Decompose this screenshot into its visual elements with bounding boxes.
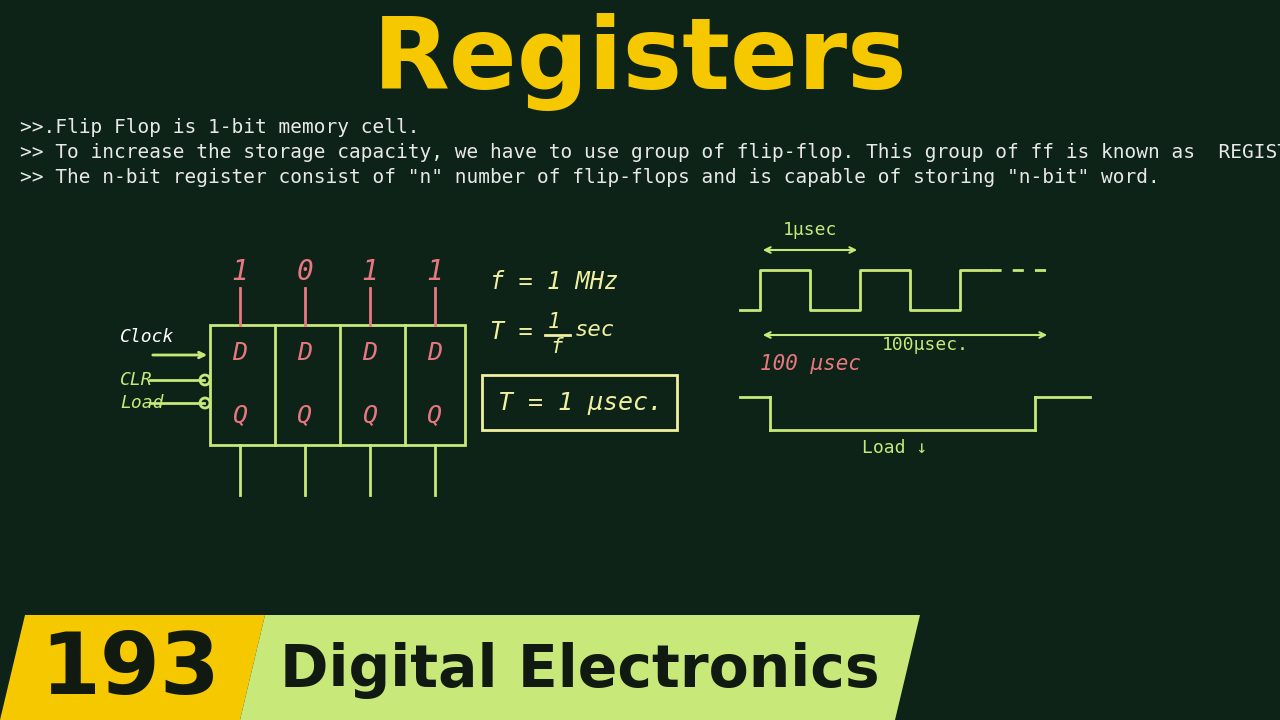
Text: T = 1 μsec.: T = 1 μsec. — [498, 391, 663, 415]
Text: 1: 1 — [362, 258, 379, 286]
Text: 0: 0 — [297, 258, 314, 286]
Text: f = 1 MHz: f = 1 MHz — [490, 270, 618, 294]
Text: 193: 193 — [40, 629, 220, 712]
Text: Load: Load — [120, 394, 164, 412]
Text: 1: 1 — [548, 312, 561, 332]
Text: CLR: CLR — [120, 371, 152, 389]
Text: Q: Q — [233, 403, 247, 427]
Text: Q: Q — [428, 403, 443, 427]
Text: T =: T = — [490, 320, 532, 344]
Text: >> To increase the storage capacity, we have to use group of flip-flop. This gro: >> To increase the storage capacity, we … — [20, 143, 1280, 162]
Text: D: D — [233, 341, 247, 365]
Text: 1: 1 — [426, 258, 443, 286]
Text: Load ↓: Load ↓ — [863, 439, 928, 457]
Text: Q: Q — [297, 403, 312, 427]
Polygon shape — [241, 615, 920, 720]
Text: >>.Flip Flop is 1-bit memory cell.: >>.Flip Flop is 1-bit memory cell. — [20, 118, 420, 137]
Text: Registers: Registers — [372, 13, 908, 111]
Text: 100 μsec: 100 μsec — [760, 354, 861, 374]
Text: 1: 1 — [232, 258, 248, 286]
Text: 100μsec.: 100μsec. — [882, 336, 969, 354]
Text: 1μsec: 1μsec — [783, 221, 837, 239]
Text: sec: sec — [575, 320, 616, 340]
Text: D: D — [362, 341, 378, 365]
Polygon shape — [0, 615, 265, 720]
Text: f: f — [550, 337, 563, 357]
Text: Digital Electronics: Digital Electronics — [280, 642, 879, 699]
Text: D: D — [428, 341, 443, 365]
Text: >> The n-bit register consist of "n" number of flip-flops and is capable of stor: >> The n-bit register consist of "n" num… — [20, 168, 1160, 187]
Text: Clock: Clock — [120, 328, 174, 346]
Text: D: D — [297, 341, 312, 365]
Text: Q: Q — [362, 403, 378, 427]
